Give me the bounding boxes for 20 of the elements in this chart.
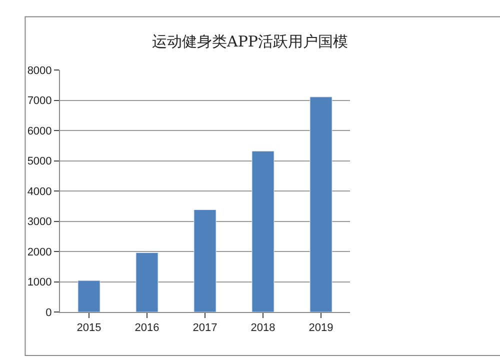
x-tick-label: 2015 [76,322,102,334]
bar [310,96,332,312]
chart-title: 运动健身类APP活跃用户国模 [152,32,348,51]
y-tick-label: 2000 [27,246,52,258]
x-tick-label: 2018 [250,322,276,334]
y-tick-label: 4000 [27,186,52,198]
y-tick-label: 7000 [27,95,52,108]
y-tick-label: 8000 [27,64,52,77]
y-tick-label: 5000 [27,156,52,168]
x-tick-label: 2017 [192,322,218,334]
bar [252,150,274,312]
bar [194,210,216,312]
y-tick-label: 6000 [27,125,52,138]
y-tick-label: 0 [46,306,52,319]
x-tick-label: 2016 [134,322,160,334]
bar [136,252,158,312]
bar [78,280,100,312]
x-tick-label: 2019 [308,322,334,334]
y-tick-label: 3000 [27,216,52,228]
y-tick-label: 1000 [27,276,52,289]
